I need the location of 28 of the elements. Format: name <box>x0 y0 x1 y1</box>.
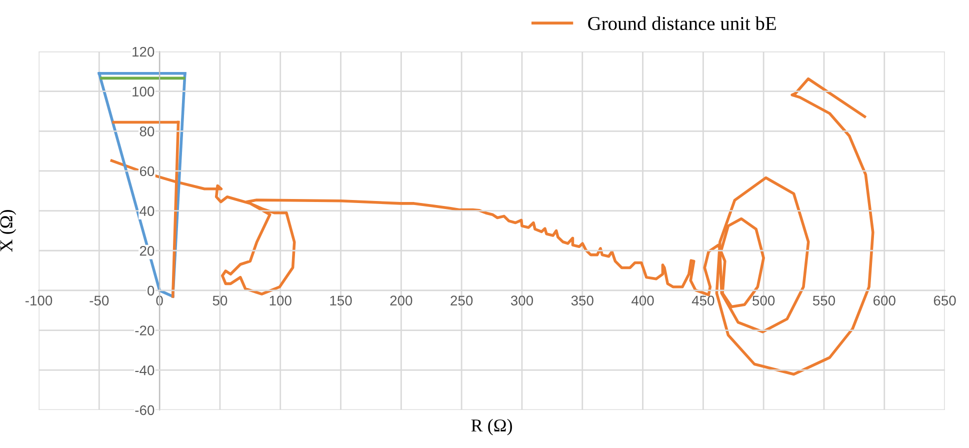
x-tick-label: 150 <box>330 296 352 306</box>
x-tick-label: 500 <box>752 296 775 306</box>
x-tick-label: 200 <box>390 296 412 306</box>
x-tick-label: 600 <box>873 296 896 306</box>
x-tick-label: -50 <box>90 296 109 306</box>
x-tick-label: 50 <box>212 296 228 306</box>
y-tick-label: 100 <box>132 86 154 97</box>
x-tick-label: 650 <box>934 296 956 306</box>
y-tick-label: -40 <box>135 365 154 376</box>
x-tick-label: 550 <box>812 296 836 306</box>
y-tick-label: 20 <box>140 246 154 256</box>
y-tick-label: -60 <box>135 405 154 416</box>
x-tick-label: 400 <box>632 296 654 306</box>
y-tick-label: -20 <box>135 326 154 336</box>
y-tick-label: 60 <box>140 166 154 176</box>
y-tick-label: 40 <box>140 206 154 216</box>
legend-label: Ground distance unit bE <box>588 16 776 30</box>
x-tick-label: 250 <box>450 296 473 306</box>
x-tick-label: -100 <box>25 296 52 306</box>
x-axis-title: R (Ω) <box>471 418 512 436</box>
x-tick-label: 100 <box>270 296 292 306</box>
y-axis-title: X (Ω) <box>0 210 16 252</box>
x-tick-label: 450 <box>692 296 714 306</box>
x-tick-label: 350 <box>571 296 594 306</box>
y-tick-label: 120 <box>132 46 154 57</box>
y-tick-label: 80 <box>140 126 154 136</box>
y-tick-label: 0 <box>148 286 154 296</box>
x-tick-label: 300 <box>510 296 534 306</box>
